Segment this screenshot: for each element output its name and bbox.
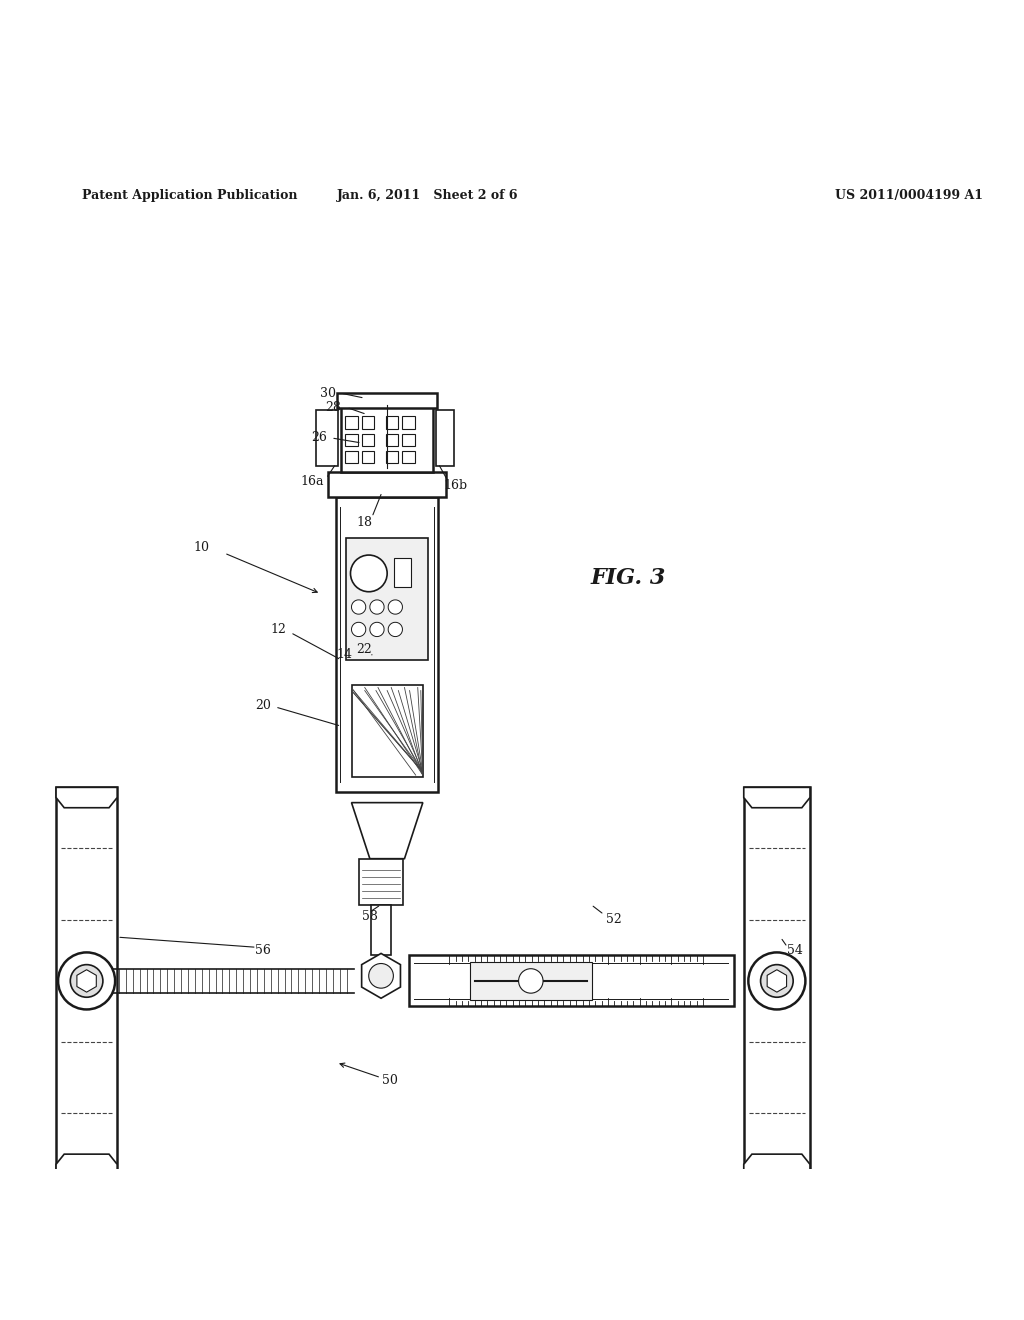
Bar	[346, 537, 428, 660]
Bar	[402, 451, 415, 463]
Text: 12: 12	[270, 623, 286, 636]
Bar	[436, 411, 455, 466]
Bar	[56, 787, 117, 1175]
Text: 56: 56	[255, 944, 270, 957]
Wedge shape	[351, 622, 366, 636]
Text: 22: 22	[356, 643, 373, 656]
Text: 16b: 16b	[443, 479, 467, 492]
Text: 58: 58	[361, 911, 378, 923]
Circle shape	[350, 554, 387, 591]
Bar	[409, 956, 733, 1006]
Polygon shape	[767, 970, 786, 993]
Bar	[315, 411, 338, 466]
Text: 18: 18	[356, 516, 373, 529]
Polygon shape	[56, 787, 117, 808]
Polygon shape	[743, 1154, 810, 1175]
Bar	[345, 434, 357, 446]
Text: 20: 20	[255, 700, 270, 713]
Polygon shape	[77, 970, 96, 993]
Circle shape	[58, 953, 115, 1010]
Circle shape	[761, 965, 794, 997]
Text: Patent Application Publication: Patent Application Publication	[82, 189, 297, 202]
Bar	[361, 417, 374, 429]
Bar	[743, 787, 810, 1175]
Bar	[345, 417, 357, 429]
Bar	[341, 400, 433, 471]
Bar	[386, 451, 398, 463]
Bar	[402, 434, 415, 446]
Circle shape	[71, 965, 102, 997]
Polygon shape	[361, 953, 400, 998]
Polygon shape	[56, 1154, 117, 1175]
Text: FIG. 3: FIG. 3	[591, 568, 667, 590]
Bar	[402, 417, 415, 429]
Bar	[394, 558, 411, 586]
Wedge shape	[388, 622, 402, 636]
Text: 14: 14	[336, 648, 352, 661]
Bar	[386, 434, 398, 446]
Text: 52: 52	[606, 913, 622, 927]
Bar	[361, 434, 374, 446]
Bar	[470, 961, 592, 1001]
Circle shape	[369, 964, 393, 989]
Wedge shape	[370, 599, 384, 614]
Circle shape	[518, 969, 543, 993]
Text: 28: 28	[325, 401, 341, 414]
Wedge shape	[388, 599, 402, 614]
Bar	[351, 685, 423, 777]
Wedge shape	[351, 599, 366, 614]
Bar	[358, 859, 403, 904]
Text: 16a: 16a	[301, 475, 324, 488]
Bar	[336, 498, 438, 792]
Bar	[386, 417, 398, 429]
Text: 30: 30	[319, 387, 336, 400]
Polygon shape	[351, 803, 423, 859]
Text: 50: 50	[382, 1074, 398, 1088]
Bar	[371, 904, 391, 956]
Text: US 2011/0004199 A1: US 2011/0004199 A1	[836, 189, 983, 202]
Text: 54: 54	[786, 944, 803, 957]
Text: 10: 10	[194, 541, 210, 554]
Text: 26: 26	[310, 432, 327, 445]
Circle shape	[749, 953, 806, 1010]
Bar	[345, 451, 357, 463]
Polygon shape	[743, 787, 810, 808]
Bar	[337, 393, 437, 408]
Wedge shape	[370, 622, 384, 636]
Bar	[328, 471, 446, 498]
Bar	[361, 451, 374, 463]
Text: Jan. 6, 2011   Sheet 2 of 6: Jan. 6, 2011 Sheet 2 of 6	[337, 189, 519, 202]
